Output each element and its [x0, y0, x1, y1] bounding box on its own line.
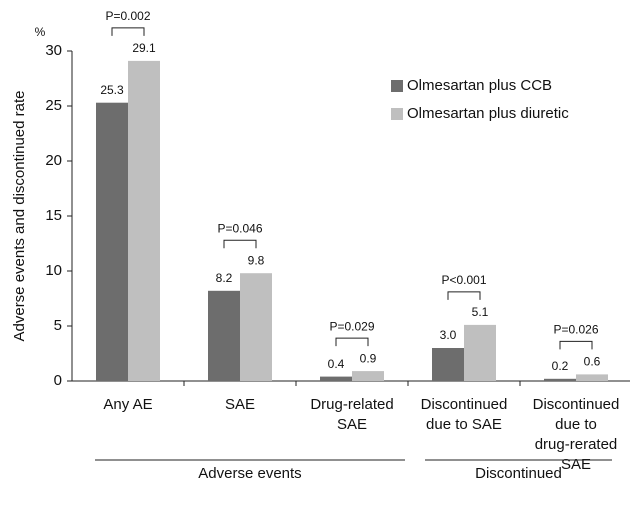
x-tick-label: SAE: [561, 456, 591, 473]
x-tick-label: due to: [555, 416, 597, 433]
x-tick-label: due to SAE: [426, 416, 502, 433]
x-tick-label: Discontinued: [533, 396, 620, 413]
y-tick-label: 20: [45, 152, 62, 169]
group-label: Discontinued: [475, 465, 562, 482]
y-tick-label: 30: [45, 42, 62, 59]
p-bracket: [111, 27, 145, 36]
p-value: P=0.029: [329, 319, 374, 333]
x-tick-label: Any AE: [103, 396, 152, 413]
group-label: Adverse events: [198, 465, 301, 482]
bar: [240, 273, 272, 381]
value-label: 0.2: [552, 359, 569, 373]
x-tick-label: drug-rerated: [535, 436, 618, 453]
value-label: 3.0: [440, 328, 457, 342]
value-label: 8.2: [216, 271, 233, 285]
value-label: 9.8: [248, 253, 265, 267]
p-bracket: [335, 337, 369, 347]
y-tick-label: 15: [45, 207, 62, 224]
value-label: 0.6: [584, 355, 601, 369]
bar: [208, 290, 240, 381]
p-bracket: [559, 340, 593, 350]
p-bracket: [223, 239, 257, 249]
value-label: 25.3: [100, 83, 124, 97]
bar: [432, 348, 464, 381]
x-tick-label: SAE: [337, 416, 367, 433]
legend-label: Olmesartan plus diuretic: [407, 105, 569, 122]
bar: [320, 376, 352, 381]
legend-swatch: [391, 80, 403, 92]
legend-swatch: [391, 108, 403, 120]
x-tick-label: Drug-related: [310, 396, 393, 413]
p-bracket: [447, 291, 481, 300]
legend-label: Olmesartan plus CCB: [407, 77, 552, 94]
value-label: 0.4: [328, 357, 345, 371]
y-tick-label: 5: [54, 317, 62, 334]
y-tick-label: 0: [54, 372, 62, 389]
bar: [464, 324, 496, 381]
y-tick-label: 10: [45, 262, 62, 279]
y-unit: %: [35, 25, 46, 39]
bar: [96, 102, 128, 381]
bar: [352, 371, 384, 381]
p-value: P<0.001: [441, 273, 486, 287]
p-value: P=0.002: [105, 9, 150, 23]
x-tick-label: Discontinued: [421, 396, 508, 413]
y-axis-title: Adverse events and discontinued rate: [11, 91, 28, 342]
value-label: 29.1: [132, 41, 156, 55]
x-tick-label: SAE: [225, 396, 255, 413]
value-label: 0.9: [360, 351, 377, 365]
p-value: P=0.046: [217, 221, 262, 235]
bar: [128, 60, 160, 382]
y-tick-label: 25: [45, 97, 62, 114]
bar: [576, 374, 608, 381]
bar: [544, 378, 576, 381]
value-label: 5.1: [472, 305, 489, 319]
p-value: P=0.026: [553, 323, 598, 337]
